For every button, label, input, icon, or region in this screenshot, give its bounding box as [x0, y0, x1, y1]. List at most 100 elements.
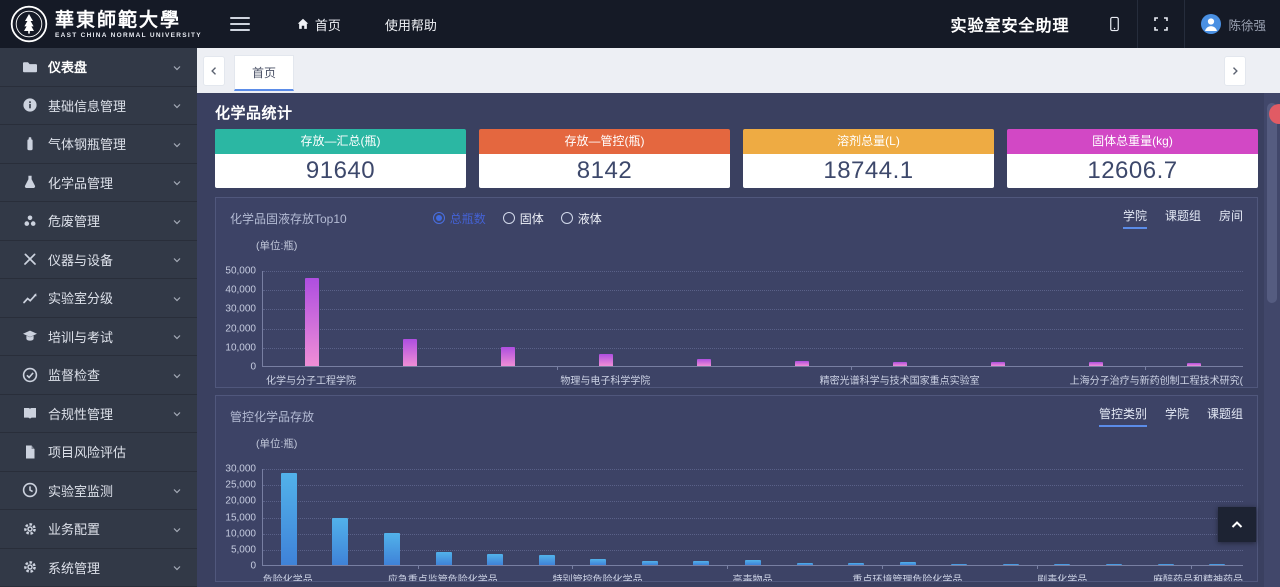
view-link[interactable]: 课题组: [1206, 407, 1243, 421]
check-icon: [22, 367, 38, 383]
cylinder-icon: [22, 136, 38, 152]
y-tick-label: 15,000: [225, 512, 256, 523]
stat-card: 存放—汇总(瓶) 91640: [215, 129, 466, 188]
sidebar-item[interactable]: 业务配置: [0, 510, 197, 549]
sidebar-item-label: 气体钢瓶管理: [48, 137, 127, 153]
scroll-to-top-button[interactable]: [1218, 507, 1256, 542]
chart-panel-solid-liquid: 化学品固液存放Top10 总瓶数 固体 液体 学院 课题组 房间 (单位:瓶) 0 10,…: [215, 197, 1258, 388]
tab-scroll-left-button[interactable]: [203, 55, 225, 86]
sidebar-item[interactable]: 仪器与设备: [0, 241, 197, 279]
sidebar-item[interactable]: 危废管理: [0, 202, 197, 241]
stat-card-title: 固体总重量(kg): [1007, 129, 1258, 154]
sidebar-item-label: 仪表盘: [48, 60, 88, 76]
radio-option[interactable]: 总瓶数: [432, 210, 486, 227]
bar: [848, 563, 865, 565]
bar: [1002, 563, 1019, 565]
chevron-down-icon: [171, 176, 183, 188]
bar: [487, 554, 504, 565]
bar: [501, 346, 515, 366]
nav-help[interactable]: 使用帮助: [384, 17, 437, 33]
sidebar-item[interactable]: 培训与考试: [0, 318, 197, 356]
sidebar-item[interactable]: 监督检查: [0, 356, 197, 395]
chevron-down-icon: [171, 330, 183, 342]
chevron-down-icon: [171, 523, 183, 535]
gear-icon: [22, 521, 38, 537]
sidebar-item[interactable]: 项目风险评估: [0, 433, 197, 472]
x-tick: [1191, 565, 1193, 569]
x-axis-label: 重点环境管理危险化学品: [852, 575, 963, 582]
x-tick: [417, 565, 419, 569]
gridline: [263, 501, 1243, 503]
notification-badge[interactable]: [1269, 104, 1280, 124]
hamburger-menu-icon[interactable]: [229, 13, 250, 35]
nav-home[interactable]: 首页: [274, 0, 363, 48]
bar: [899, 562, 916, 565]
bar: [590, 558, 607, 565]
scrollbar-thumb[interactable]: [1267, 103, 1277, 303]
mobile-app-icon[interactable]: [1091, 0, 1137, 48]
y-tick-label: 40,000: [225, 284, 256, 296]
sidebar-item[interactable]: 化学品管理: [0, 164, 197, 202]
file-icon: [22, 444, 38, 460]
bar: [280, 473, 297, 565]
sidebar-item-label: 培训与考试: [48, 329, 114, 345]
view-link[interactable]: 学院: [1164, 407, 1189, 421]
stat-card-title: 存放—汇总(瓶): [215, 129, 466, 154]
chevron-down-icon: [171, 215, 183, 227]
view-links: 学院 课题组 房间: [1122, 207, 1243, 229]
radio-circle-icon: [502, 212, 515, 224]
y-tick-label: 0: [250, 560, 256, 572]
user-menu[interactable]: 陈徐强: [1185, 14, 1280, 34]
x-axis-label: 精密光谱科学与技术国家重点实验室: [819, 376, 980, 387]
sidebar-item-label: 项目风险评估: [48, 445, 127, 461]
chevron-up-icon: [1231, 520, 1243, 528]
axis-unit-label: (单位:瓶): [256, 240, 298, 252]
topbar-nav: 首页 使用帮助: [274, 0, 459, 48]
stat-card-value: 91640: [215, 154, 466, 188]
sidebar-item-label: 业务配置: [48, 522, 101, 538]
fullscreen-icon[interactable]: [1138, 0, 1184, 48]
sidebar-item-label: 实验室分级: [48, 291, 114, 307]
divider: [1137, 0, 1139, 48]
gridline: [263, 290, 1243, 292]
avatar: [1201, 14, 1222, 34]
sidebar-item[interactable]: 系统管理: [0, 549, 197, 587]
view-link[interactable]: 管控类别: [1098, 405, 1147, 427]
sidebar-item[interactable]: 合规性管理: [0, 395, 197, 433]
tab-home[interactable]: 首页: [234, 54, 295, 91]
x-axis-label: 上海分子治疗与新药创制工程技术研究(: [1069, 376, 1243, 387]
sidebar-item[interactable]: 气体钢瓶管理: [0, 125, 197, 164]
sidebar-item-label: 危废管理: [48, 214, 101, 230]
view-link[interactable]: 课题组: [1164, 209, 1201, 223]
chevron-down-icon: [171, 138, 183, 150]
x-axis-label: 化学与分子工程学院: [266, 376, 357, 387]
radio-option[interactable]: 液体: [560, 210, 602, 227]
gridline: [263, 469, 1243, 470]
bar: [1157, 563, 1174, 565]
x-axis-label: 高毒物品: [732, 575, 773, 582]
view-links: 管控类别 学院 课题组: [1098, 405, 1243, 427]
bar: [951, 563, 968, 565]
radio-option[interactable]: 固体: [502, 210, 544, 227]
sidebar-item[interactable]: 实验室监测: [0, 472, 197, 510]
sidebar-item-label: 合规性管理: [48, 406, 114, 422]
tab-scroll-right-button[interactable]: [1224, 56, 1246, 86]
radio-group: 总瓶数 固体 液体: [432, 210, 602, 227]
view-link[interactable]: 房间: [1218, 209, 1243, 223]
sidebar-item[interactable]: 实验室分级: [0, 279, 197, 318]
gridline: [263, 271, 1243, 272]
x-tick: [881, 565, 883, 569]
bar-chart: 0 10,000 20,000 30,000 40,000 50,000: [225, 266, 1243, 373]
x-axis-label: 麻醉药品和精神药品: [1153, 575, 1243, 582]
chart-title: 管控化学品存放: [230, 409, 315, 424]
sidebar-item-label: 监督检查: [48, 368, 101, 384]
sidebar-item[interactable]: 基础信息管理: [0, 87, 197, 125]
bar: [435, 552, 452, 565]
bar: [991, 361, 1005, 366]
stat-cards: 存放—汇总(瓶) 91640 存放—管控(瓶) 8142 溶剂总量(L) 18744.1 固…: [215, 129, 1258, 188]
sidebar-item[interactable]: 仪表盘: [0, 48, 197, 87]
x-axis-label: 物理与电子科学学院: [560, 376, 651, 387]
view-link[interactable]: 学院: [1122, 207, 1147, 229]
university-logo[interactable]: 華東師範大學 EAST CHINA NORMAL UNIVERSITY: [0, 5, 202, 43]
trend-icon: [22, 290, 38, 306]
